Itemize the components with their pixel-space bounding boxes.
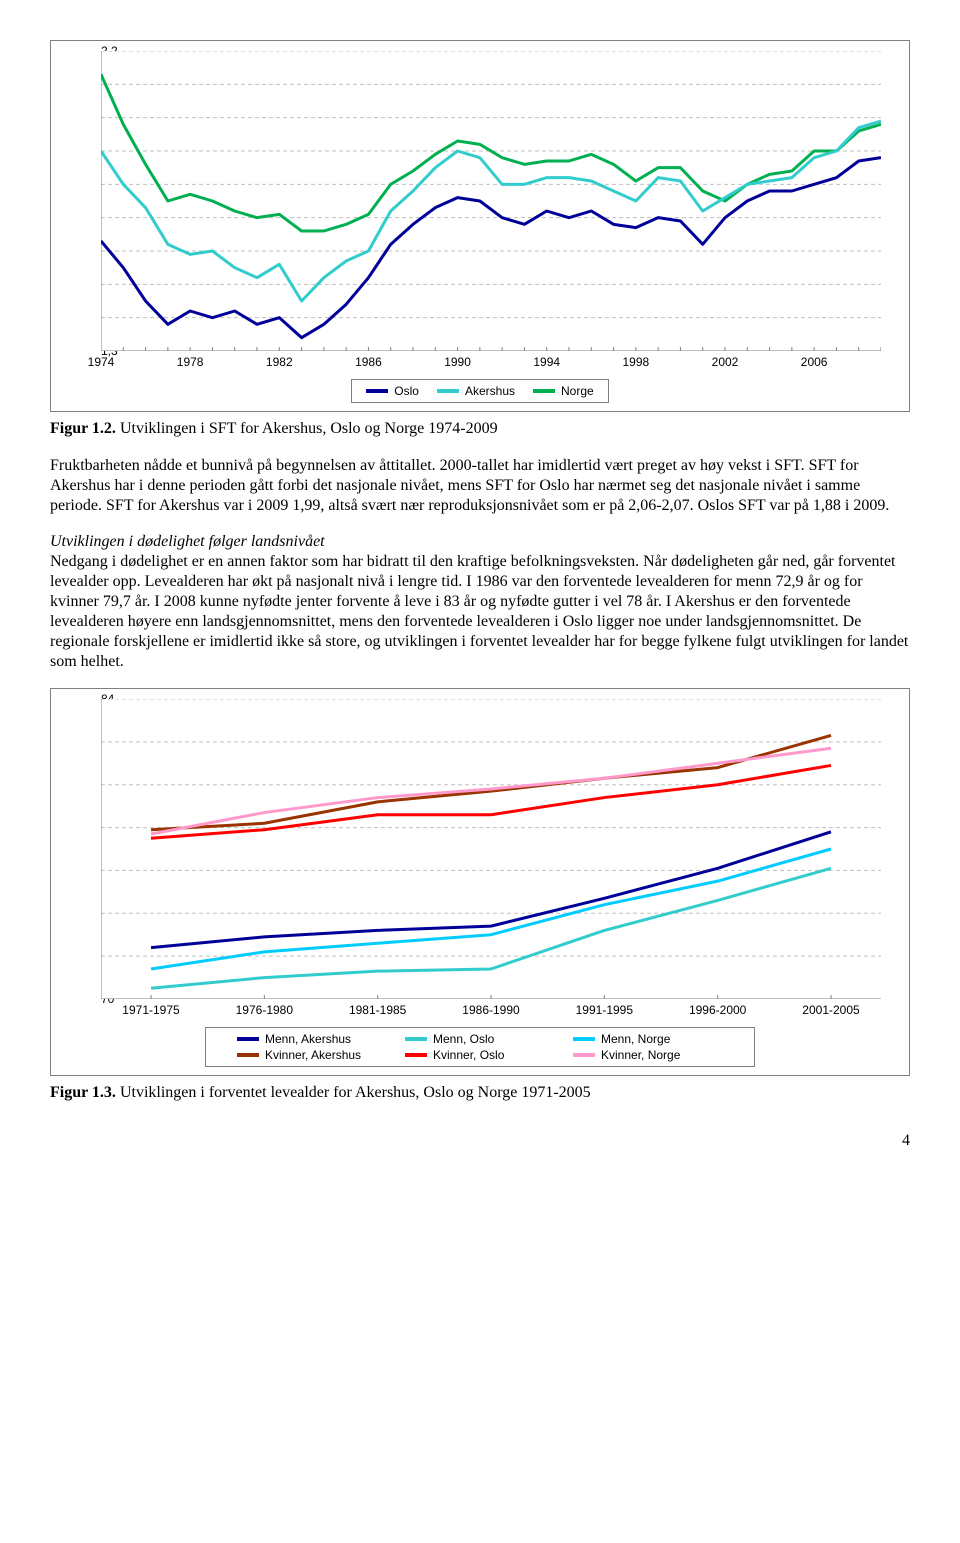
legend-item: Akershus — [437, 384, 515, 398]
legend-item: Kvinner, Oslo — [405, 1048, 555, 1062]
subheading: Utviklingen i dødelighet følger landsniv… — [50, 533, 325, 550]
chart1-xtick: 1994 — [533, 351, 560, 369]
figure-1-2-caption-bold: Figur 1.2. — [50, 420, 116, 437]
chart1-xtick: 2006 — [801, 351, 828, 369]
legend-swatch — [405, 1053, 427, 1057]
figure-1-2-caption-text: Utviklingen i SFT for Akershus, Oslo og … — [116, 420, 498, 437]
legend-label: Kvinner, Oslo — [433, 1048, 504, 1062]
page-number: 4 — [50, 1132, 910, 1150]
chart1-xtick: 1974 — [88, 351, 115, 369]
legend-swatch — [437, 389, 459, 393]
chart1-xtick: 1998 — [622, 351, 649, 369]
legend-item: Menn, Oslo — [405, 1032, 555, 1046]
legend-label: Oslo — [394, 384, 419, 398]
legend-swatch — [573, 1053, 595, 1057]
legend-swatch — [533, 389, 555, 393]
figure-1-3: 8482807876747270 1971-19751976-19801981-… — [50, 688, 910, 1076]
legend-label: Akershus — [465, 384, 515, 398]
legend-swatch — [366, 389, 388, 393]
chart1-plot — [101, 51, 881, 351]
chart2-xtick: 1976-1980 — [236, 999, 293, 1017]
paragraph-2-body: Nedgang i dødelighet er en annen faktor … — [50, 553, 908, 670]
legend-item: Kvinner, Akershus — [237, 1048, 387, 1062]
chart1-xtick: 1986 — [355, 351, 382, 369]
legend-swatch — [237, 1037, 259, 1041]
legend-swatch — [237, 1053, 259, 1057]
legend-item: Norge — [533, 384, 594, 398]
legend-label: Norge — [561, 384, 594, 398]
legend-item: Menn, Norge — [573, 1032, 723, 1046]
legend-swatch — [573, 1037, 595, 1041]
legend-item: Menn, Akershus — [237, 1032, 387, 1046]
figure-1-3-caption: Figur 1.3. Utviklingen i forventet levea… — [50, 1084, 910, 1102]
chart2-xtick: 2001-2005 — [802, 999, 859, 1017]
legend-label: Kvinner, Akershus — [265, 1048, 361, 1062]
legend-label: Menn, Akershus — [265, 1032, 351, 1046]
legend-swatch — [405, 1037, 427, 1041]
figure-1-2-caption: Figur 1.2. Utviklingen i SFT for Akershu… — [50, 420, 910, 438]
paragraph-1: Fruktbarheten nådde et bunnivå på begynn… — [50, 456, 910, 516]
chart1-xtick: 1990 — [444, 351, 471, 369]
chart1-xtick: 2002 — [712, 351, 739, 369]
chart1-xtick: 1982 — [266, 351, 293, 369]
figure-1-2: 2,22,121,91,81,71,61,51,41,3 19741978198… — [50, 40, 910, 412]
legend-label: Menn, Norge — [601, 1032, 670, 1046]
chart2-xtick: 1991-1995 — [576, 999, 633, 1017]
chart2-legend: Menn, Akershus Menn, Oslo Menn, Norge Kvinn… — [205, 1027, 755, 1067]
figure-1-3-caption-text: Utviklingen i forventet levealder for Ak… — [116, 1084, 591, 1101]
chart2-xtick: 1986-1990 — [462, 999, 519, 1017]
chart1-xtick: 1978 — [177, 351, 204, 369]
chart2-plot — [101, 699, 881, 999]
legend-item: Kvinner, Norge — [573, 1048, 723, 1062]
chart2-xtick: 1971-1975 — [122, 999, 179, 1017]
legend-item: Oslo — [366, 384, 419, 398]
legend-label: Menn, Oslo — [433, 1032, 494, 1046]
chart2-xtick: 1996-2000 — [689, 999, 746, 1017]
chart2-xtick: 1981-1985 — [349, 999, 406, 1017]
figure-1-3-caption-bold: Figur 1.3. — [50, 1084, 116, 1101]
chart1-legend: Oslo Akershus Norge — [351, 379, 608, 403]
paragraph-2: Utviklingen i dødelighet følger landsniv… — [50, 532, 910, 672]
legend-label: Kvinner, Norge — [601, 1048, 680, 1062]
